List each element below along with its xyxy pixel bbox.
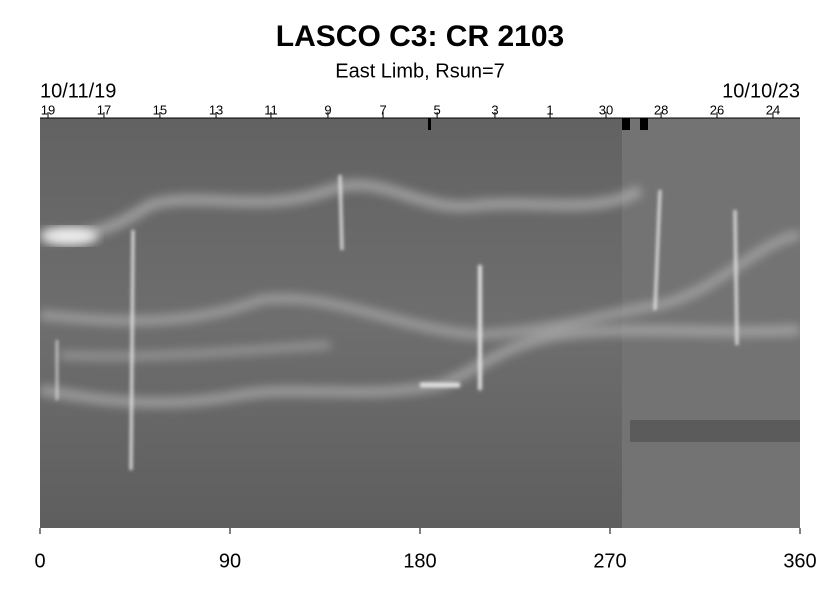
top-tick-label: 1 (546, 102, 553, 117)
top-tick-label: 13 (209, 102, 223, 117)
chart-subtitle: East Limb, Rsun=7 (335, 60, 505, 82)
x-tick-label: 360 (783, 550, 816, 572)
x-tick-label: 270 (593, 550, 626, 572)
top-tick-label: 7 (379, 102, 386, 117)
axes: 0 90 180 270 360 19 17 15 13 11 9 7 5 3 1 30 28 26 24 (34, 102, 816, 572)
top-tick-label: 9 (324, 102, 331, 117)
top-tick-label: 28 (654, 102, 668, 117)
top-tick-label: 17 (97, 102, 111, 117)
top-tick-label: 5 (433, 102, 440, 117)
top-tick-label: 30 (599, 102, 613, 117)
synoptic-map (40, 118, 800, 528)
top-tick-label: 15 (153, 102, 167, 117)
top-tick-label: 26 (710, 102, 724, 117)
start-date: 10/11/19 (40, 80, 116, 102)
top-tick-label: 19 (41, 102, 55, 117)
x-tick-label: 0 (34, 550, 45, 572)
top-tick-label: 11 (264, 102, 278, 117)
chart-title: LASCO C3: CR 2103 (276, 20, 564, 53)
x-tick-label: 90 (219, 550, 241, 572)
x-tick-label: 180 (403, 550, 436, 572)
top-tick-label: 24 (766, 102, 780, 117)
end-date: 10/10/23 (722, 80, 800, 102)
top-tick-label: 3 (491, 102, 498, 117)
